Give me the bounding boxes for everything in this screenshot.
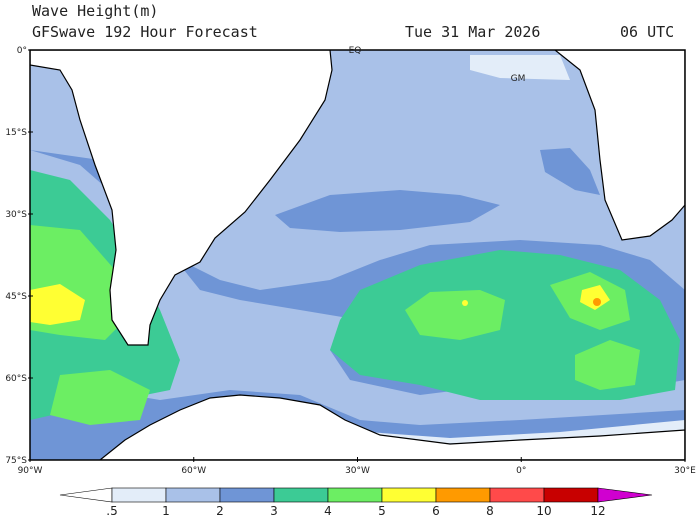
axes: 0° 15°S 30°S 45°S 60°S 75°S90°W 60°W 30°W 0° 30°E… [5,46,696,476]
colorbar-box [489,487,545,503]
zone [462,300,468,306]
marker-label: GM [511,74,526,84]
colorbar-box [381,487,437,503]
colorbar-label: .5 [106,504,117,518]
lon-label: 0° [516,466,526,476]
lon-label: 60°W [181,466,206,476]
colorbar-arrow [597,487,653,503]
lat-label: 60°S [5,374,27,384]
colorbar-box [165,487,221,503]
colorbar-box [327,487,383,503]
land [30,50,333,346]
colorbar-box [111,487,167,503]
lat-label: 45°S [5,292,27,302]
zone [540,148,600,195]
utc: 06 UTC [620,23,674,41]
land [554,50,685,241]
land [99,394,685,460]
colorbar: .5 1 2 3 4 5 6 8 10 12 [59,487,653,518]
colorbar-arrow [59,487,113,503]
colorbar-label: 5 [378,504,386,518]
valid-time: Tue 31 Mar 2026 [405,23,540,41]
colorbar-label: 4 [324,504,332,518]
map-area [29,49,686,461]
zone [275,190,500,232]
colorbar-label: 2 [216,504,224,518]
colorbar-box [273,487,329,503]
colorbar-box [543,487,599,503]
colorbar-label: 12 [590,504,605,518]
lat-label: 0° [17,46,27,56]
zone [575,340,640,390]
lon-label: 90°W [18,466,43,476]
colorbar-box [435,487,491,503]
lon-label: 30°E [674,466,696,476]
lat-label: 30°S [5,210,27,220]
lat-label: 15°S [5,128,27,138]
colorbar-label: 10 [536,504,551,518]
title: Wave Height(m) [32,2,158,20]
lon-label: 30°W [345,466,370,476]
zone [405,290,505,340]
marker-label: EQ [349,46,362,56]
zone [470,55,570,80]
subtitle: GFSwave 192 Hour Forecast [32,23,258,41]
zone [30,284,85,325]
zone [50,370,150,425]
colorbar-label: 8 [486,504,494,518]
colorbar-box [219,487,275,503]
colorbar-label: 1 [162,504,170,518]
zone [593,298,601,306]
colorbar-label: 3 [270,504,278,518]
colorbar-label: 6 [432,504,440,518]
zone [580,285,610,310]
lat-label: 75°S [5,456,27,466]
